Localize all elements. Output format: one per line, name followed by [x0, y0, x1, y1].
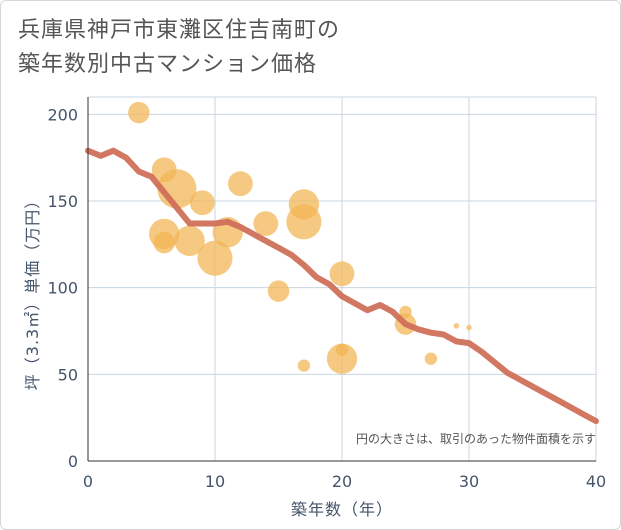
bubble-point-14: [329, 261, 355, 287]
bubble-point-21: [453, 323, 460, 329]
chart-title: 兵庫県神戸市東灘区住吉南町の 築年数別中古マンション価格: [18, 14, 340, 82]
x-tick-label-0: 0: [83, 472, 93, 491]
y-tick-label-200: 200: [47, 105, 78, 124]
tick-labels: 0 50 100 150 200 0 10 20 30 40: [47, 105, 606, 491]
bubble-point-0: [128, 101, 150, 124]
bubble-point-7: [174, 225, 205, 257]
chart-title-line-1: 兵庫県神戸市東灘区住吉南町の: [18, 18, 341, 43]
x-axis-label: 築年数（年）: [291, 500, 393, 519]
y-tick-label-150: 150: [47, 192, 78, 211]
bubble-point-3: [189, 190, 215, 216]
x-tick-label-30: 30: [459, 472, 479, 491]
trend-line: [85, 147, 599, 425]
y-tick-label-100: 100: [47, 279, 78, 298]
axes: [87, 97, 596, 462]
x-tick-label-10: 10: [205, 472, 225, 491]
bubble-point-8: [197, 240, 233, 276]
bubble-point-10: [253, 211, 279, 236]
bubble-point-22: [466, 324, 472, 331]
bubble-point-6: [153, 231, 175, 254]
bubble-point-12: [286, 204, 322, 240]
bubble-point-13: [267, 280, 290, 302]
bubble-point-20: [424, 352, 438, 365]
y-axis-label: 坪（3.3㎡）単価（万円）: [23, 192, 42, 390]
trend-line-group: [85, 147, 599, 425]
bubble-point-16: [326, 343, 358, 374]
y-tick-label-0: 0: [68, 452, 78, 471]
bubble-point-4: [228, 171, 253, 197]
bubble-series: [128, 101, 472, 374]
x-tick-label-20: 20: [332, 472, 352, 491]
bubble-size-note: 円の大きさは、取引のあった物件面積を示す: [356, 431, 596, 446]
chart-title-line-2: 築年数別中古マンション価格: [18, 52, 318, 77]
bubble-point-17: [297, 359, 311, 372]
x-tick-label-40: 40: [586, 472, 606, 491]
y-tick-label-50: 50: [58, 365, 78, 384]
